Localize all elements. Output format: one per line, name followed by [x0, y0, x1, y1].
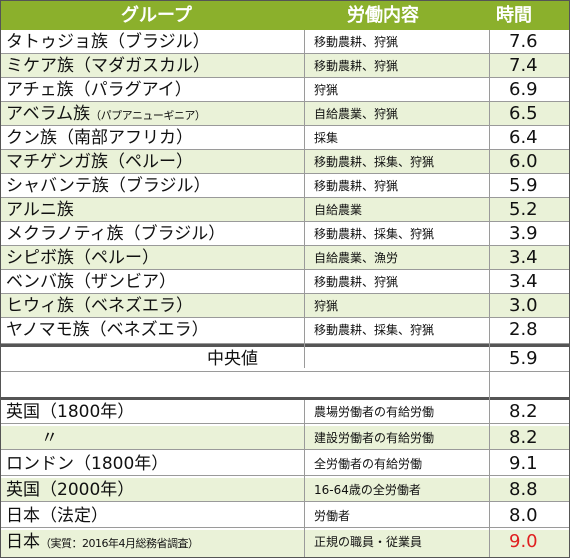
table-row: アチェ族（パラグアイ） 狩猟 6.9 — [1, 78, 569, 102]
group-name: ベンバ族（ザンビア） — [6, 272, 176, 292]
work-type: 採集 — [314, 131, 339, 145]
hours-value: 5.2 — [509, 199, 538, 220]
work-type: 移動農耕、狩猟 — [314, 35, 399, 49]
work-type: 建設労働者の有給労働 — [314, 431, 435, 445]
work-type: 狩猟 — [314, 83, 339, 97]
hours-value: 3.4 — [509, 247, 538, 268]
group-name: マチゲンガ族（ペルー） — [6, 152, 193, 172]
table-header: グループ 労働内容 時間 — [1, 1, 569, 30]
group-name: シピボ族（ペルー） — [6, 248, 159, 268]
table-row: アベラム族（パプアニューギニア） 自給農業、狩猟 6.5 — [1, 102, 569, 126]
hours-value: 7.6 — [509, 31, 538, 52]
work-type: 移動農耕、狩猟 — [314, 275, 399, 289]
table-row: 英国（2000年） 16-64歳の全労働者 8.8 — [1, 478, 569, 502]
table-row: マチゲンガ族（ペルー） 移動農耕、採集、狩猟 6.0 — [1, 150, 569, 174]
group-name: 英国（1800年） — [6, 402, 135, 422]
column-divider — [304, 30, 305, 368]
group-name: ミケア族（マダガスカル） — [6, 56, 210, 76]
median-hours: 5.9 — [509, 348, 538, 369]
median-row: 中央値 5.9 — [1, 347, 569, 372]
table-row: ヤノマモ族（ベネズエラ） 移動農耕、採集、狩猟 2.8 — [1, 318, 569, 344]
group-name-main: アベラム族 — [6, 104, 91, 124]
group-name: ヒウィ族（ベネズエラ） — [6, 296, 193, 316]
table-row: ロンドン（1800年） 全労働者の有給労働 9.1 — [1, 452, 569, 476]
table-row: クン族（南部アフリカ） 採集 6.4 — [1, 126, 569, 150]
table-row: メクラノティ族（ブラジル） 移動農耕、採集、狩猟 3.9 — [1, 222, 569, 246]
group-name: アチェ族（パラグアイ） — [6, 80, 192, 100]
work-type: 労働者 — [314, 509, 351, 523]
hours-value: 3.4 — [509, 271, 538, 292]
group-name: メクラノティ族（ブラジル） — [6, 224, 226, 244]
hours-value: 6.9 — [509, 79, 538, 100]
hours-value: 2.8 — [509, 319, 538, 340]
hours-value-highlight: 9.0 — [509, 531, 538, 552]
hours-value: 8.8 — [509, 479, 538, 500]
work-type: 移動農耕、採集、狩猟 — [314, 227, 435, 241]
hours-value: 6.5 — [509, 103, 538, 124]
header-group: グループ — [121, 5, 192, 26]
hours-value: 8.2 — [509, 401, 538, 422]
work-type: 狩猟 — [314, 299, 339, 313]
group-name-note: （実質：2016年4月総務省調査） — [40, 537, 199, 550]
group-name: 日本（実質：2016年4月総務省調査） — [6, 531, 199, 555]
group-name-note: （パプアニューギニア） — [90, 109, 206, 122]
group-name: ロンドン（1800年） — [6, 454, 169, 474]
work-type: 農場労働者の有給労働 — [314, 405, 435, 419]
table-row: シャバンテ族（ブラジル） 移動農耕、狩猟 5.9 — [1, 174, 569, 198]
work-type: 移動農耕、採集、狩猟 — [314, 323, 435, 337]
work-type: 16-64歳の全労働者 — [314, 483, 421, 497]
hours-value: 6.4 — [509, 127, 538, 148]
work-type: 移動農耕、狩猟 — [314, 59, 399, 73]
hours-value: 8.2 — [509, 427, 538, 448]
work-type: 全労働者の有給労働 — [314, 457, 423, 471]
group-name: ヤノマモ族（ベネズエラ） — [6, 320, 209, 340]
group-name: 英国（2000年） — [6, 480, 135, 500]
group-name: クン族（南部アフリカ） — [6, 128, 193, 148]
group-name: アベラム族（パプアニューギニア） — [6, 103, 206, 127]
group-name: 〃 — [41, 428, 58, 448]
group-name-main: 日本 — [6, 532, 40, 552]
table-row: 日本（実質：2016年4月総務省調査） 正規の職員・従業員 9.0 — [1, 530, 569, 557]
hours-value: 5.9 — [509, 175, 538, 196]
group-name: タトゥジョ族（ブラジル） — [6, 32, 210, 52]
table-row: 英国（1800年） 農場労働者の有給労働 8.2 — [1, 400, 569, 424]
table-row: タトゥジョ族（ブラジル） 移動農耕、狩猟 7.6 — [1, 30, 569, 54]
table-row: ヒウィ族（ベネズエラ） 狩猟 3.0 — [1, 294, 569, 318]
hours-value: 7.4 — [509, 55, 538, 76]
table-row: シピボ族（ペルー） 自給農業、漁労 3.4 — [1, 246, 569, 270]
section-divider — [1, 397, 569, 400]
table-row: ベンバ族（ザンビア） 移動農耕、狩猟 3.4 — [1, 270, 569, 294]
hours-value: 6.0 — [509, 151, 538, 172]
hours-value: 3.9 — [509, 223, 538, 244]
header-work: 労働内容 — [347, 5, 419, 26]
work-type: 自給農業、漁労 — [314, 251, 399, 265]
work-type: 正規の職員・従業員 — [314, 535, 423, 549]
column-divider — [489, 30, 490, 557]
work-type: 自給農業、狩猟 — [314, 107, 399, 121]
section-divider — [1, 344, 569, 347]
work-type: 移動農耕、採集、狩猟 — [314, 155, 435, 169]
group-name: 日本（法定） — [6, 506, 108, 526]
hours-value: 3.0 — [509, 295, 538, 316]
table-row: ミケア族（マダガスカル） 移動農耕、狩猟 7.4 — [1, 54, 569, 78]
work-type: 移動農耕、狩猟 — [314, 179, 399, 193]
table-row: アルニ族 自給農業 5.2 — [1, 198, 569, 222]
group-name: シャバンテ族（ブラジル） — [6, 176, 211, 196]
group-name: アルニ族 — [6, 200, 74, 220]
table-row: 日本（法定） 労働者 8.0 — [1, 504, 569, 528]
header-hours: 時間 — [496, 5, 532, 26]
work-type: 自給農業 — [314, 203, 363, 217]
median-label: 中央値 — [207, 349, 258, 369]
hours-value: 9.1 — [509, 453, 538, 474]
column-divider — [304, 400, 305, 557]
table-row: 〃 建設労働者の有給労働 8.2 — [1, 426, 569, 450]
hours-value: 8.0 — [509, 505, 538, 526]
